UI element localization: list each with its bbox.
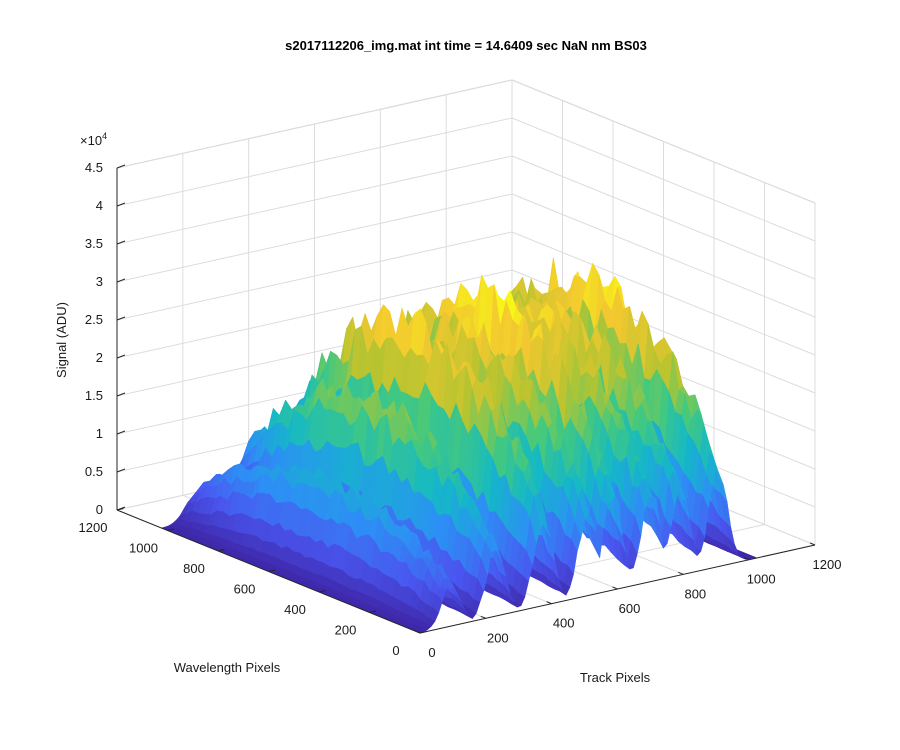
- grid-line: [116, 155, 513, 245]
- x-tick: [809, 542, 816, 546]
- x-tick: [678, 571, 684, 575]
- grid-line: [116, 231, 513, 321]
- z-tick-label: 3.5: [85, 236, 103, 251]
- z-tick-label: 1.5: [85, 388, 103, 403]
- grid-line: [511, 117, 816, 242]
- z-tick: [116, 430, 126, 435]
- grid-line: [511, 231, 816, 356]
- z-multiplier: ×104: [80, 131, 107, 148]
- y-tick-label: 400: [284, 602, 306, 617]
- x-tick-label: 600: [619, 601, 641, 616]
- z-tick: [116, 354, 126, 359]
- y-tick: [268, 569, 276, 572]
- z-tick: [116, 316, 126, 321]
- z-tick-label: 4.5: [85, 160, 103, 175]
- y-tick: [318, 590, 326, 593]
- z-tick-label: 0.5: [85, 464, 103, 479]
- z-tick: [116, 506, 126, 511]
- tick-labels: 0200400600800100012000200400600800100012…: [79, 160, 842, 660]
- chart-title: s2017112206_img.mat int time = 14.6409 s…: [285, 38, 647, 53]
- y-tick-label: 600: [234, 582, 256, 597]
- surface: [160, 257, 758, 634]
- y-tick: [369, 610, 377, 613]
- z-axis-label: Signal (ADU): [54, 302, 69, 378]
- x-tick-label: 800: [684, 586, 706, 601]
- grid-line: [511, 79, 816, 204]
- x-axis-label: Track Pixels: [580, 670, 651, 685]
- grid-line: [511, 155, 816, 280]
- y-axis-label: Wavelength Pixels: [174, 660, 281, 675]
- z-tick-label: 2: [96, 350, 103, 365]
- grid-line: [116, 269, 513, 359]
- z-tick: [116, 164, 126, 169]
- grid-line: [511, 193, 816, 318]
- z-tick: [116, 468, 126, 473]
- y-tick: [419, 631, 427, 634]
- z-tick-label: 2.5: [85, 312, 103, 327]
- x-tick-label: 400: [553, 616, 575, 631]
- x-tick-label: 1000: [747, 572, 776, 587]
- x-tick: [414, 630, 421, 634]
- y-tick-label: 1000: [129, 541, 158, 556]
- y-tick: [167, 528, 175, 531]
- y-tick-label: 1200: [79, 520, 108, 535]
- z-tick: [116, 392, 126, 397]
- y-tick-label: 200: [335, 623, 357, 638]
- y-tick-label: 0: [392, 643, 399, 658]
- x-tick-label: 0: [428, 645, 435, 660]
- z-tick: [116, 278, 126, 283]
- x-tick: [612, 586, 618, 590]
- y-tick-label: 800: [183, 561, 205, 576]
- x-tick: [546, 601, 552, 605]
- x-tick: [480, 615, 487, 619]
- grid-line: [116, 79, 513, 169]
- z-tick-label: 3: [96, 274, 103, 289]
- z-tick-label: 1: [96, 426, 103, 441]
- grid-line: [116, 117, 513, 207]
- z-tick: [116, 202, 126, 207]
- x-tick-label: 200: [487, 630, 509, 645]
- x-tick-label: 1200: [813, 557, 842, 572]
- x-tick: [743, 557, 750, 561]
- grid-line: [116, 193, 513, 283]
- z-tick: [116, 240, 126, 245]
- z-tick-label: 0: [96, 502, 103, 517]
- y-tick: [217, 549, 225, 552]
- z-tick-label: 4: [96, 198, 103, 213]
